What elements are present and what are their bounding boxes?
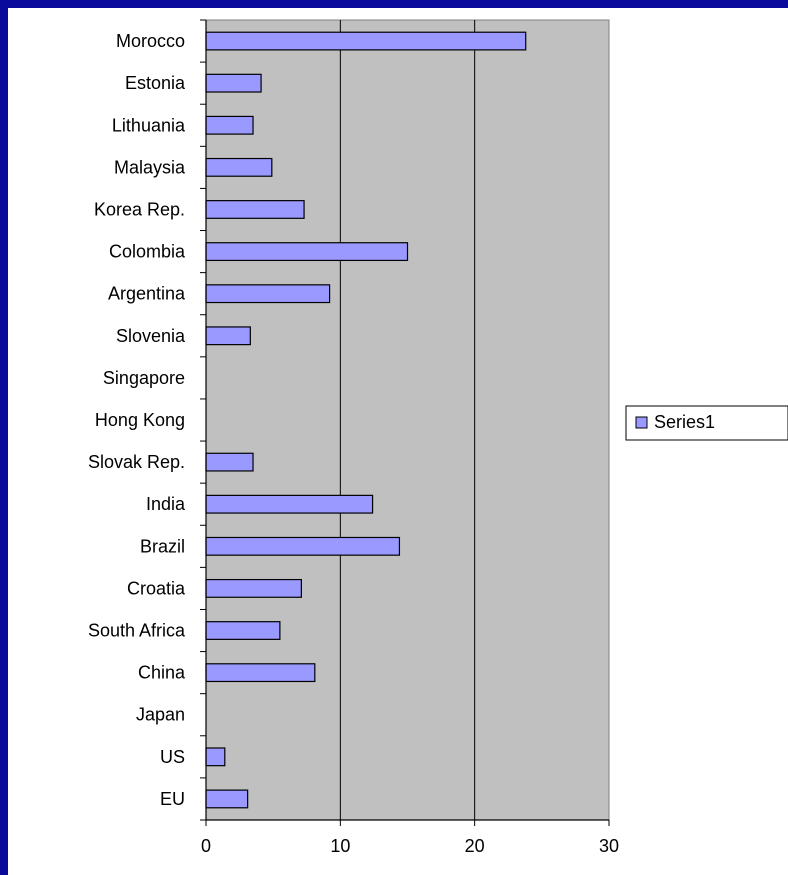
bar: [205, 452, 254, 472]
bar: [205, 284, 331, 304]
bar: [205, 747, 226, 767]
category-label: EU: [160, 789, 185, 809]
x-tick-label: 20: [465, 836, 485, 856]
category-label: India: [146, 494, 186, 514]
bar: [205, 536, 401, 556]
category-label: Hong Kong: [95, 410, 185, 430]
bar: [205, 663, 316, 683]
x-tick-label: 30: [599, 836, 619, 856]
category-label: Morocco: [116, 31, 185, 51]
category-label: Croatia: [127, 578, 186, 598]
category-label: Estonia: [125, 73, 186, 93]
bar: [205, 494, 374, 514]
category-label: Lithuania: [112, 115, 186, 135]
x-tick-label: 10: [330, 836, 350, 856]
bar: [205, 73, 262, 93]
category-label: Singapore: [103, 368, 185, 388]
x-axis: 0 10 20 30: [201, 819, 619, 856]
category-label: Slovak Rep.: [88, 452, 185, 472]
bar: [205, 326, 251, 346]
bar-chart: Morocco Estonia Lithuania Malaysia Korea Rep…: [88, 19, 788, 856]
y-axis: Morocco Estonia Lithuania Malaysia Korea Rep…: [88, 19, 207, 821]
bar: [205, 115, 254, 135]
bar: [205, 157, 273, 177]
bar: [205, 621, 281, 640]
bar: [205, 578, 302, 598]
plot-area: [205, 19, 610, 821]
category-label: Argentina: [108, 284, 186, 304]
x-tick-label: 0: [201, 836, 211, 856]
category-label: Brazil: [140, 536, 185, 556]
category-label: Colombia: [109, 242, 186, 262]
legend: Series1: [625, 405, 788, 441]
category-label: Slovenia: [116, 326, 186, 346]
bar: [205, 200, 305, 219]
category-label: US: [160, 747, 185, 767]
legend-label: Series1: [654, 412, 715, 432]
chart-frame: Morocco Estonia Lithuania Malaysia Korea Rep…: [8, 8, 788, 875]
legend-box: [625, 405, 788, 441]
legend-swatch: [635, 416, 648, 429]
bar-series: [205, 31, 527, 809]
category-label: South Africa: [88, 621, 186, 641]
category-label: Korea Rep.: [94, 199, 185, 219]
gridlines: [339, 20, 476, 820]
bar: [205, 789, 249, 809]
bar: [205, 242, 409, 262]
category-label: China: [138, 663, 186, 683]
category-label: Malaysia: [114, 157, 186, 177]
bar: [205, 31, 527, 51]
category-label: Japan: [136, 705, 185, 725]
